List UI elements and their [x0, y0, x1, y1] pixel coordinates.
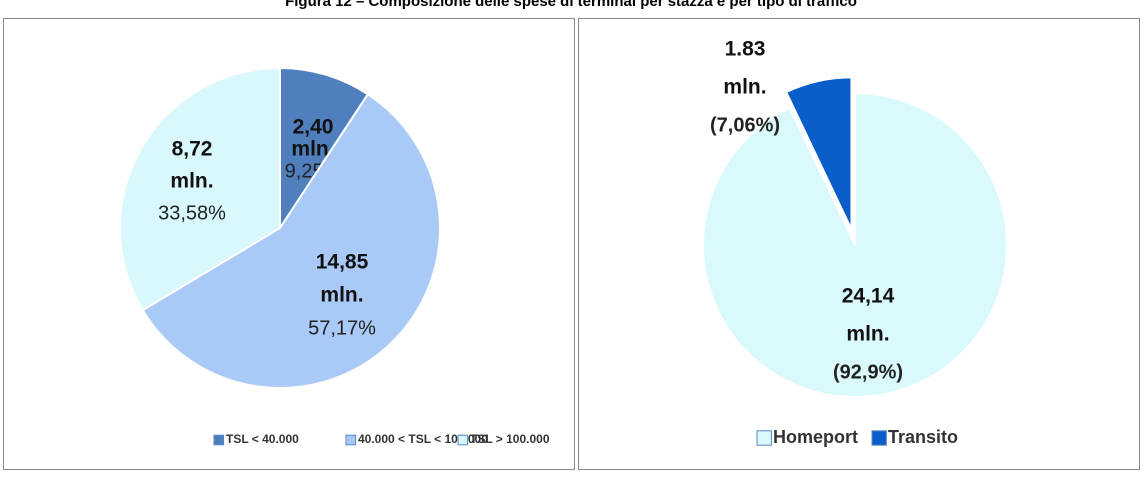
amount-label: mln. [320, 284, 363, 307]
amount-label: mln. [170, 170, 213, 193]
amount-label: mln. [723, 76, 766, 99]
legend-swatch [213, 434, 225, 446]
value-label: (92,9%) [833, 361, 903, 383]
legend-swatch [756, 430, 772, 446]
amount-label: 2,40 [293, 116, 334, 139]
amount-label: 24,14 [842, 285, 895, 308]
legend-label: Homeport [773, 427, 858, 447]
pie-slice [141, 92, 441, 389]
value-label: (7,06%) [710, 114, 780, 136]
legend-swatch [871, 430, 887, 446]
panel-frame [578, 18, 1140, 470]
pie-slice [702, 91, 1008, 398]
amount-label: mln. [846, 323, 889, 346]
legend-label: Transito [888, 427, 958, 447]
amount-label: 14,85 [316, 251, 369, 274]
legend-label: TSL > 100.000 [470, 432, 550, 446]
amount-label: 1.83 [725, 38, 766, 61]
pie-slice [784, 76, 853, 230]
legend-swatch [457, 434, 469, 446]
legend-label: 40.000 < TSL < 100.000 [358, 432, 488, 446]
figure-title: Figura 12 – Composizione delle spese di … [285, 0, 857, 10]
pie-slice [279, 66, 370, 232]
legend-label: TSL < 40.000 [226, 432, 299, 446]
panel-frame [3, 18, 575, 470]
amount-label: 8,72 [172, 138, 213, 161]
value-label: 33,58% [158, 202, 226, 224]
legend-swatch [345, 434, 357, 446]
value-label: 57,17% [308, 317, 376, 339]
amount-label: mln. [291, 138, 334, 161]
pie-slice [119, 66, 281, 312]
